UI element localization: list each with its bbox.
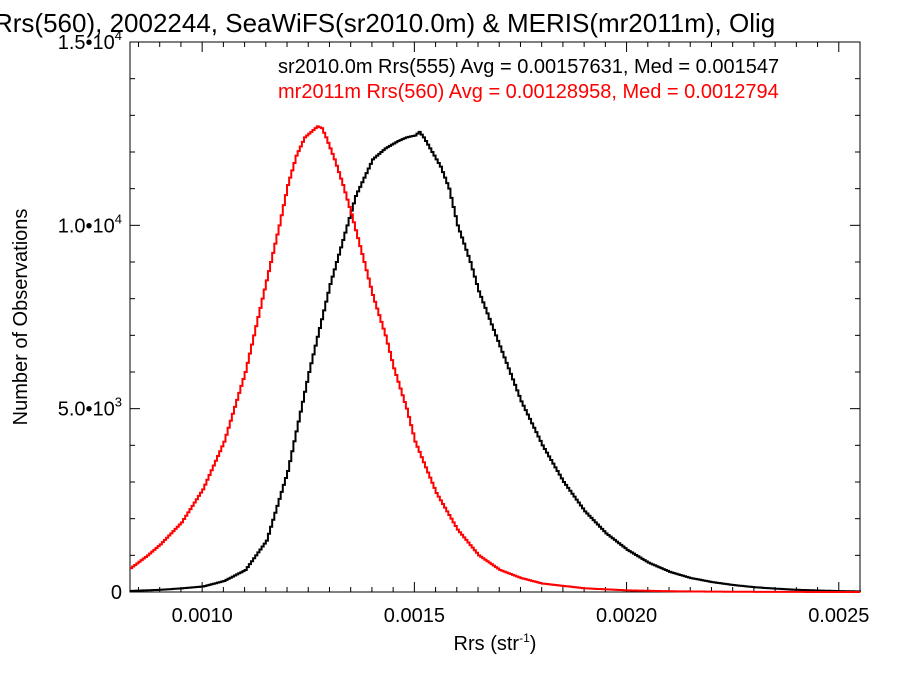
legend-entry-red: mr2011m Rrs(560) Avg = 0.00128958, Med =…: [278, 81, 779, 103]
series-layer: [130, 125, 861, 593]
x-tick-label: 0.0020: [596, 605, 657, 627]
y-tick-mantissa: 5.0•10: [58, 399, 115, 421]
series-line-meris: [130, 125, 860, 593]
x-axis-label-sup: -1: [519, 631, 530, 645]
y-tick-mantissa: 0: [111, 582, 122, 604]
legend-entry-black: sr2010.0m Rrs(555) Avg = 0.00157631, Med…: [278, 56, 779, 78]
x-tick-label: 0.0015: [384, 605, 445, 627]
plot-frame: [129, 41, 861, 593]
y-tick-label: 0: [111, 582, 122, 604]
x-axis-label-main: Rrs (str: [454, 633, 520, 655]
y-tick-mantissa: 1.5•10: [58, 32, 115, 54]
x-tick-label: 0.0010: [172, 605, 233, 627]
y-tick-exponent: 4: [115, 28, 122, 43]
axis-ticks: 0.0010 0.0015 0.0020 0.002505.0•1031.0•1041…: [58, 28, 870, 627]
y-tick-label: 5.0•103: [58, 395, 122, 421]
x-tick-label: 0.0025: [808, 605, 869, 627]
x-axis-label-close: ): [530, 633, 537, 655]
chart-title: Rrs(560), 2002244, SeaWiFS(sr2010.0m) & …: [0, 8, 775, 38]
y-tick-mantissa: 1.0•10: [58, 215, 115, 237]
y-tick-exponent: 4: [115, 211, 122, 226]
series-line-seawifs: [130, 130, 861, 593]
y-tick-label: 1.5•104: [58, 28, 122, 54]
y-tick-exponent: 3: [115, 395, 122, 410]
y-tick-label: 1.0•104: [58, 211, 122, 237]
y-axis-label: Number of Observations: [10, 209, 32, 426]
x-axis-label: Rrs (str-1): [454, 631, 537, 655]
